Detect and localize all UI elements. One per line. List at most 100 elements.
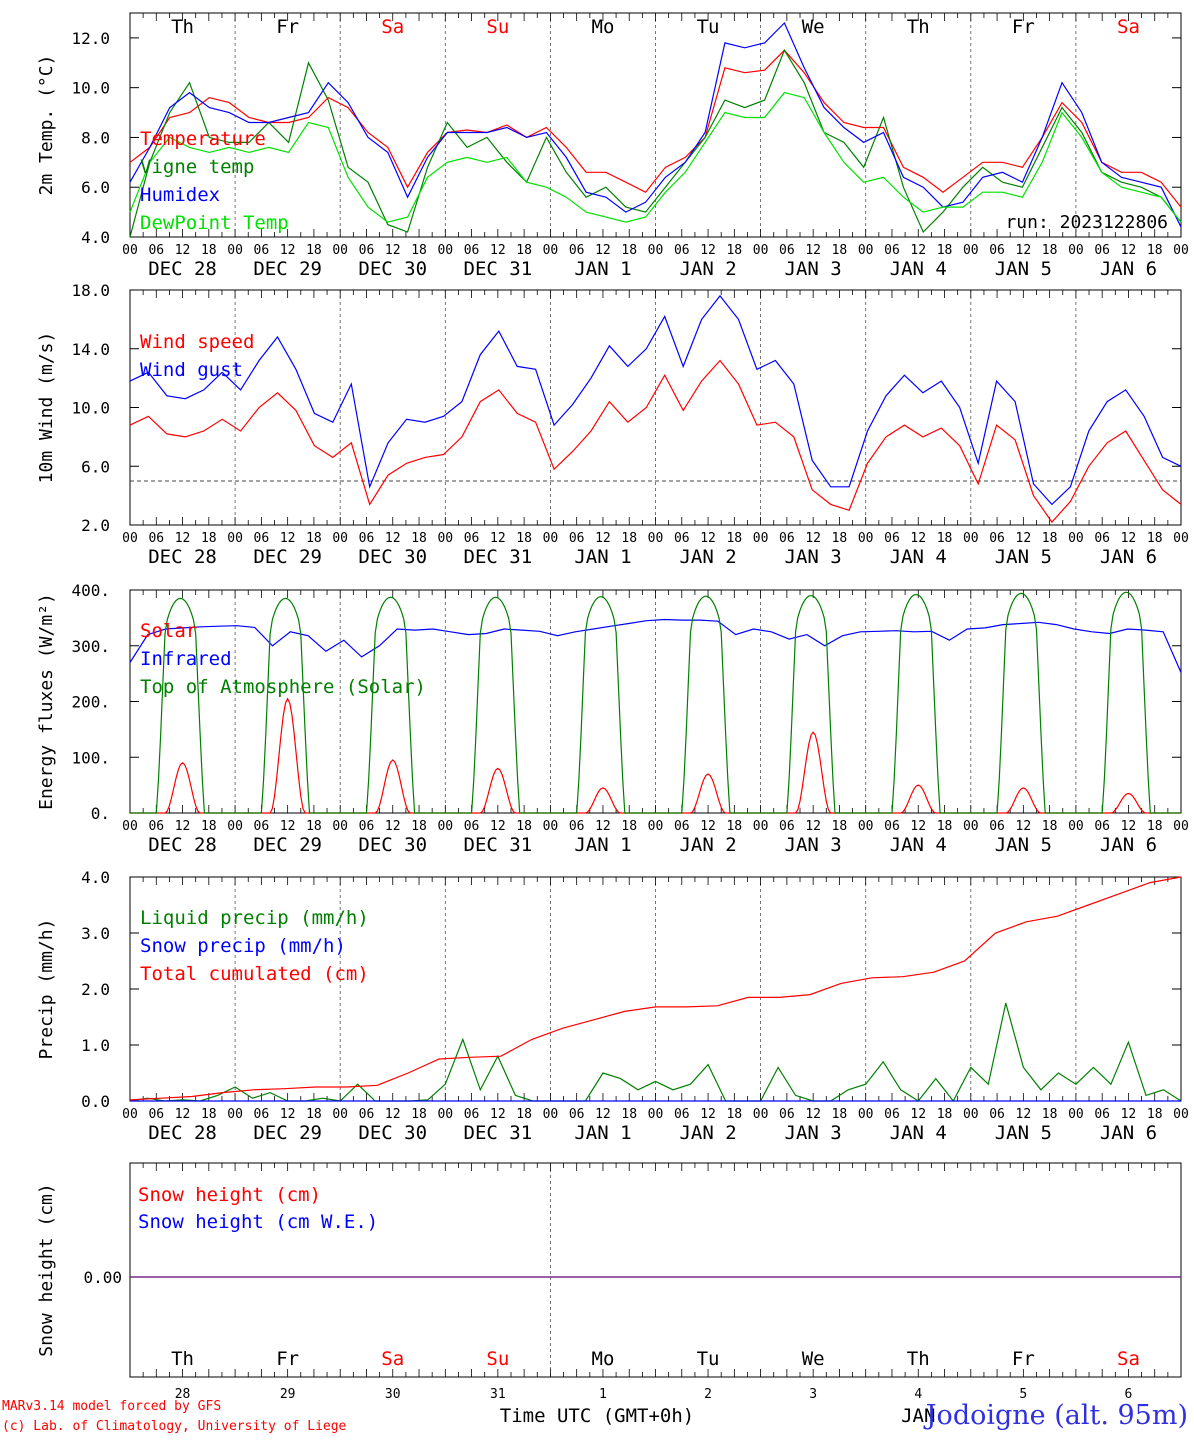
hour-label: 06 bbox=[779, 531, 795, 546]
hour-label: 12 bbox=[910, 243, 926, 258]
hour-label: 00 bbox=[1068, 1107, 1084, 1122]
hour-label: 12 bbox=[1016, 1107, 1032, 1122]
day-of-week-label: Th bbox=[907, 16, 930, 38]
y-tick-label: 0. bbox=[91, 804, 110, 823]
legend-entry: Snow height (cm) bbox=[138, 1184, 321, 1206]
day-number-label: 2 bbox=[704, 1387, 712, 1402]
day-of-week-label: Tu bbox=[697, 1348, 720, 1370]
date-label: DEC 29 bbox=[253, 1122, 322, 1144]
hour-label: 00 bbox=[332, 531, 348, 546]
y-tick-label: 3.0 bbox=[81, 924, 110, 943]
hour-label: 00 bbox=[543, 1107, 559, 1122]
date-label: DEC 29 bbox=[253, 834, 322, 856]
day-number-label: 3 bbox=[809, 1387, 817, 1402]
hour-label: 12 bbox=[280, 1107, 296, 1122]
date-label: JAN 5 bbox=[995, 546, 1052, 568]
hour-label: 00 bbox=[227, 243, 243, 258]
y-tick-label: 18.0 bbox=[71, 281, 110, 300]
panel-frame bbox=[129, 12, 1182, 238]
hour-label: 12 bbox=[490, 531, 506, 546]
day-of-week-label: We bbox=[802, 16, 825, 38]
y-axis-title: Precip (mm/h) bbox=[36, 919, 57, 1060]
hour-label: 12 bbox=[910, 1107, 926, 1122]
day-of-week-label: Fr bbox=[276, 1348, 299, 1370]
date-label: JAN 2 bbox=[679, 546, 736, 568]
day-of-week-label: Su bbox=[486, 16, 509, 38]
hour-label: 06 bbox=[569, 243, 585, 258]
hour-label: 18 bbox=[201, 819, 217, 834]
day-of-week-label: Sa bbox=[381, 1348, 404, 1370]
hour-label: 00 bbox=[1068, 243, 1084, 258]
hour-label: 06 bbox=[359, 531, 375, 546]
y-tick-label: 1.0 bbox=[81, 1036, 110, 1055]
hour-label: 06 bbox=[674, 1107, 690, 1122]
y-tick-label: 2.0 bbox=[81, 980, 110, 999]
date-label: JAN 5 bbox=[995, 258, 1052, 280]
hour-label: 06 bbox=[674, 243, 690, 258]
y-axis-title: 2m Temp. (°C) bbox=[36, 55, 57, 196]
hour-label: 06 bbox=[359, 819, 375, 834]
hour-label: 06 bbox=[148, 819, 164, 834]
hour-label: 12 bbox=[1121, 243, 1137, 258]
date-label: JAN 3 bbox=[785, 1122, 842, 1144]
y-tick-label: 0.00 bbox=[83, 1268, 122, 1287]
hour-label: 06 bbox=[254, 1107, 270, 1122]
hour-label: 12 bbox=[1121, 819, 1137, 834]
day-of-week-label: Su bbox=[486, 1348, 509, 1370]
hour-label: 00 bbox=[1068, 819, 1084, 834]
hour-label: 12 bbox=[1016, 819, 1032, 834]
hour-label: 12 bbox=[175, 243, 191, 258]
hour-label: 00 bbox=[648, 243, 664, 258]
date-label: JAN 4 bbox=[890, 546, 947, 568]
legend-entry: Liquid precip (mm/h) bbox=[140, 907, 369, 929]
hour-label: 06 bbox=[569, 531, 585, 546]
day-number-label: 5 bbox=[1019, 1387, 1027, 1402]
hour-label: 12 bbox=[910, 531, 926, 546]
hour-label: 06 bbox=[359, 243, 375, 258]
hour-label: 18 bbox=[201, 243, 217, 258]
hour-label: 12 bbox=[280, 531, 296, 546]
hour-label: 06 bbox=[884, 819, 900, 834]
legend-entry: Top of Atmosphere (Solar) bbox=[140, 676, 426, 698]
hour-label: 00 bbox=[963, 531, 979, 546]
day-number-label: 31 bbox=[490, 1387, 506, 1402]
day-of-week-label: Mo bbox=[592, 1348, 615, 1370]
day-of-week-label: Mo bbox=[592, 16, 615, 38]
hour-label: 06 bbox=[359, 1107, 375, 1122]
date-label: DEC 31 bbox=[464, 1122, 533, 1144]
hour-label: 12 bbox=[805, 819, 821, 834]
hour-label: 06 bbox=[148, 243, 164, 258]
hour-label: 00 bbox=[963, 819, 979, 834]
hour-label: 00 bbox=[122, 243, 138, 258]
day-of-week-label: Th bbox=[907, 1348, 930, 1370]
hour-label: 12 bbox=[490, 243, 506, 258]
hour-label: 06 bbox=[1094, 1107, 1110, 1122]
hour-label: 18 bbox=[516, 243, 532, 258]
hour-label: 18 bbox=[726, 1107, 742, 1122]
hour-label: 18 bbox=[1147, 531, 1163, 546]
legend-entry: Snow height (cm W.E.) bbox=[138, 1211, 378, 1233]
date-label: JAN 1 bbox=[574, 546, 631, 568]
date-label: DEC 31 bbox=[464, 834, 533, 856]
series-line bbox=[129, 21, 1182, 228]
date-label: JAN 4 bbox=[890, 834, 947, 856]
hour-label: 06 bbox=[1094, 531, 1110, 546]
hour-label: 00 bbox=[753, 531, 769, 546]
lab-credit: (c) Lab. of Climatology, University of L… bbox=[2, 1419, 347, 1434]
hour-label: 18 bbox=[1042, 243, 1058, 258]
date-label: DEC 28 bbox=[148, 834, 217, 856]
date-label: JAN 6 bbox=[1100, 1122, 1157, 1144]
hour-label: 00 bbox=[543, 819, 559, 834]
y-tick-label: 0.0 bbox=[81, 1092, 110, 1111]
legend-entry: Wind speed bbox=[140, 331, 254, 353]
hour-label: 12 bbox=[805, 1107, 821, 1122]
hour-label: 12 bbox=[700, 243, 716, 258]
y-tick-label: 10.0 bbox=[71, 79, 110, 98]
hour-label: 12 bbox=[910, 819, 926, 834]
series-line bbox=[129, 618, 1182, 673]
hour-label: 18 bbox=[832, 819, 848, 834]
hour-label: 00 bbox=[1173, 243, 1189, 258]
series-line bbox=[129, 294, 1182, 506]
y-tick-label: 14.0 bbox=[71, 340, 110, 359]
y-tick-label: 400. bbox=[71, 581, 110, 600]
